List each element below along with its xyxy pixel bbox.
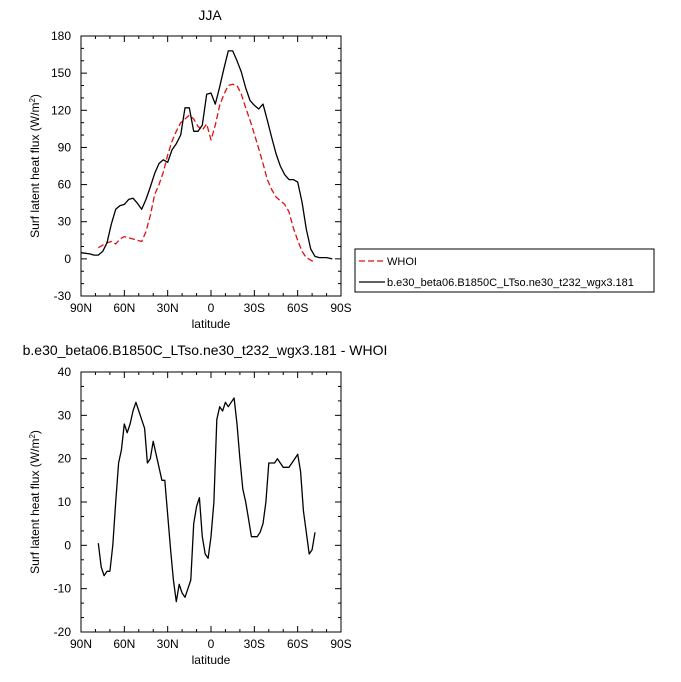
y-tick-label: 20 [58,452,72,466]
series-line-1 [97,397,316,603]
x-tick-label: 90S [330,301,351,315]
x-tick-label: 60S [287,637,308,651]
x-tick-label: 30N [157,301,179,315]
x-tick-label: 90S [330,637,351,651]
chart-title: b.e30_beta06.B1850C_LTso.ne30_t232_wgx3.… [23,342,388,358]
y-axis-label-main: Surf latent heat flux (W/m [28,439,42,574]
plot-frame [80,35,342,297]
y-tick-label: 0 [64,538,71,552]
chart-title: JJA [198,7,222,23]
y-tick-label: 40 [58,365,72,379]
x-tick-label: 0 [208,637,215,651]
y-axis-label-end: ) [28,430,42,434]
y-tick-label: 30 [58,408,72,422]
series-line-2 [80,50,333,260]
x-axis-label: latitude [192,317,231,331]
series-group [80,50,333,264]
chart-panel-1: JJA 90N 60N 30N 0 30S 60S 90S -30 0 30 60 90 120 150 18… [28,7,655,331]
x-tick-label: 90N [70,637,92,651]
y-tick-label: -10 [54,582,72,596]
legend: WHOI b.e30_beta06.B1850C_LTso.ne30_t232_w… [354,248,655,293]
y-tick-label: 10 [58,495,72,509]
x-tick-label: 60S [287,301,308,315]
y-axis-label-end: ) [28,94,42,98]
series-line-1 [97,83,316,264]
y-tick-label: 120 [51,103,71,117]
y-tick-label: 0 [64,252,71,266]
legend-box [354,248,655,293]
y-axis-label: Surf latent heat flux (W/m2) [28,94,43,238]
y-axis-label-superscript: 2 [28,98,37,103]
x-tick-label: 60N [113,637,135,651]
chart-panel-2: b.e30_beta06.B1850C_LTso.ne30_t232_wgx3.… [23,342,388,667]
y-axis-label-superscript: 2 [28,434,37,439]
legend-label-1: WHOI [387,256,417,268]
y-tick-label: 150 [51,66,71,80]
y-tick-label: -20 [54,625,72,639]
y-tick-label: 30 [58,215,72,229]
x-tick-label: 60N [113,301,135,315]
y-axis-label: Surf latent heat flux (W/m2) [28,430,43,574]
plot-frame [80,371,342,633]
x-tick-label: 0 [208,301,215,315]
x-tick-label: 90N [70,301,92,315]
y-tick-label: 60 [58,178,72,192]
y-axis-label-main: Surf latent heat flux (W/m [28,103,42,238]
x-tick-label: 30S [244,637,265,651]
x-tick-label: 30N [157,637,179,651]
y-tick-label: -30 [54,289,72,303]
series-group [97,397,316,603]
y-tick-label: 180 [51,29,71,43]
x-axis-label: latitude [192,653,231,667]
legend-label-2: b.e30_beta06.B1850C_LTso.ne30_t232_wgx3.… [387,277,634,289]
x-tick-label: 30S [244,301,265,315]
y-tick-label: 90 [58,140,72,154]
